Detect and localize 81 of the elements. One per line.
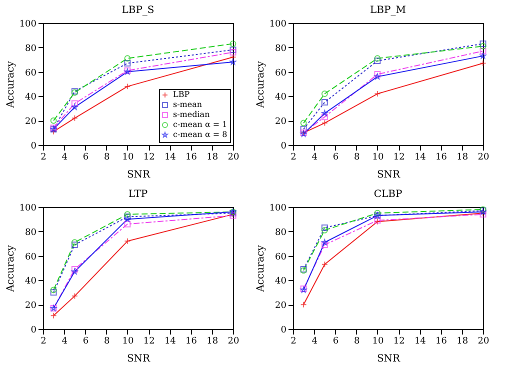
x-tick-label: 16 [436, 336, 448, 346]
x-tick-label: 14 [414, 336, 426, 346]
x-tick-label: 20 [228, 152, 240, 162]
y-tick-label: 80 [25, 44, 37, 54]
y-tick-label: 100 [269, 204, 287, 214]
x-tick-label: 4 [312, 336, 318, 346]
x-axis-title: SNR [126, 354, 151, 364]
y-tick-label: 80 [275, 228, 287, 238]
y-tick-label: 60 [25, 252, 37, 262]
chart-title: LTP [128, 189, 148, 200]
x-tick-label: 16 [186, 336, 198, 346]
x-axis-title: SNR [376, 170, 401, 180]
x-tick-label: 12 [143, 336, 155, 346]
x-axis-title: SNR [376, 354, 401, 364]
x-tick-label: 8 [104, 336, 110, 346]
x-tick-label: 2 [40, 152, 46, 162]
x-tick-label: 14 [164, 336, 176, 346]
x-tick-label: 14 [164, 152, 176, 162]
x-tick-label: 10 [122, 152, 134, 162]
y-tick-label: 80 [275, 44, 287, 54]
x-tick-label: 12 [393, 336, 405, 346]
y-tick-label: 80 [25, 228, 37, 238]
y-tick-label: 0 [30, 326, 37, 336]
x-tick-label: 12 [143, 152, 155, 162]
y-tick-label: 40 [275, 92, 287, 103]
x-tick-label: 2 [290, 152, 296, 162]
chart-title: LBP_M [370, 5, 406, 16]
y-axis-title: Accuracy [255, 244, 266, 293]
x-tick-label: 20 [228, 336, 240, 346]
x-tick-label: 10 [372, 336, 384, 346]
y-tick-label: 0 [30, 142, 37, 152]
x-tick-label: 10 [372, 152, 384, 162]
legend-label: c-mean α = 1 [173, 120, 228, 129]
y-tick-label: 0 [280, 142, 287, 152]
x-tick-label: 20 [478, 336, 490, 346]
legend-label: s-mean [173, 100, 202, 109]
y-axis-title: Accuracy [5, 244, 16, 293]
x-tick-label: 2 [290, 336, 296, 346]
x-tick-label: 8 [354, 336, 360, 346]
y-tick-label: 40 [25, 276, 37, 287]
x-tick-label: 4 [312, 152, 318, 162]
x-tick-label: 14 [414, 152, 426, 162]
y-axis-title: Accuracy [255, 60, 266, 109]
x-tick-label: 6 [82, 336, 89, 346]
y-tick-label: 60 [275, 68, 287, 78]
x-tick-label: 12 [393, 152, 405, 162]
x-tick-label: 6 [82, 152, 89, 162]
y-tick-label: 20 [275, 117, 287, 128]
x-tick-label: 4 [62, 336, 68, 346]
legend-label: c-mean α = 8 [173, 130, 228, 139]
y-tick-label: 40 [275, 276, 287, 287]
y-tick-label: 20 [275, 301, 287, 312]
x-tick-label: 18 [456, 336, 468, 346]
y-tick-label: 100 [19, 204, 37, 214]
chart-title: CLBP [374, 189, 402, 200]
x-tick-label: 18 [456, 152, 468, 162]
y-tick-label: 60 [25, 68, 37, 78]
legend-label: LBP [173, 90, 190, 99]
y-axis-title: Accuracy [5, 60, 16, 109]
x-tick-label: 20 [478, 152, 490, 162]
x-axis-title: SNR [126, 170, 151, 180]
x-tick-label: 6 [332, 336, 339, 346]
x-tick-label: 18 [206, 336, 218, 346]
y-tick-label: 100 [19, 20, 37, 30]
y-tick-label: 20 [25, 117, 37, 128]
x-tick-label: 18 [206, 152, 218, 162]
chart-title: LBP_S [122, 5, 154, 16]
x-tick-label: 10 [122, 336, 134, 346]
y-tick-label: 100 [269, 20, 287, 30]
y-tick-label: 20 [25, 301, 37, 312]
legend-label: s-median [173, 110, 210, 119]
x-tick-label: 6 [332, 152, 339, 162]
x-tick-label: 2 [40, 336, 46, 346]
y-tick-label: 60 [275, 252, 287, 262]
x-tick-label: 16 [186, 152, 198, 162]
x-tick-label: 4 [62, 152, 68, 162]
x-tick-label: 8 [354, 152, 360, 162]
y-tick-label: 0 [280, 326, 287, 336]
y-tick-label: 40 [25, 92, 37, 103]
x-tick-label: 8 [104, 152, 110, 162]
x-tick-label: 16 [436, 152, 448, 162]
